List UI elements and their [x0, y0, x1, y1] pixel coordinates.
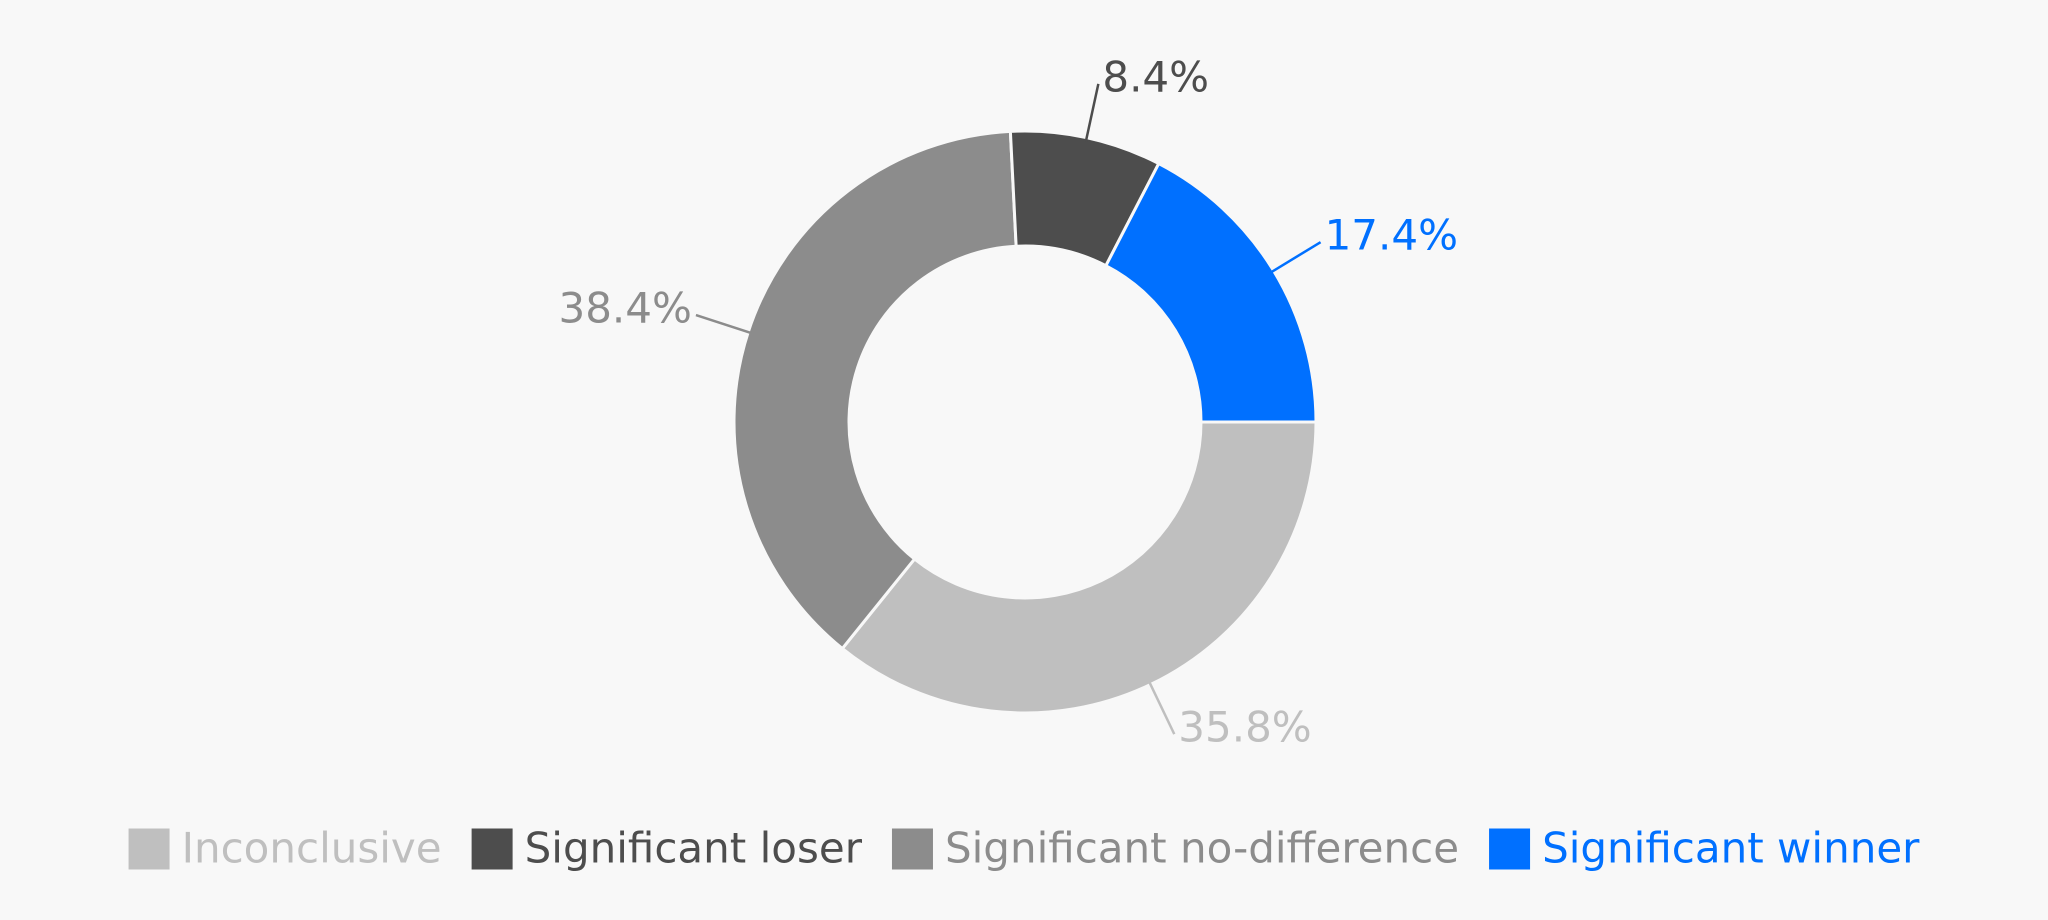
- legend-swatch: [1489, 828, 1531, 870]
- value-label: 35.8%: [1178, 703, 1311, 752]
- legend-label: Significant loser: [525, 824, 863, 873]
- donut-slice: [840, 420, 1318, 715]
- legend-label: Significant no-difference: [945, 824, 1459, 873]
- legend-swatch: [891, 828, 933, 870]
- value-label: 17.4%: [1325, 211, 1458, 260]
- value-label: 8.4%: [1102, 52, 1209, 101]
- donut-slice: [1103, 161, 1318, 424]
- legend: Inconclusive Significant loser Significant…: [128, 824, 1920, 873]
- leader-line: [1269, 241, 1322, 274]
- value-label: 38.4%: [558, 284, 691, 333]
- donut-slice: [732, 129, 1018, 651]
- legend-label: Inconclusive: [182, 824, 442, 873]
- legend-label: Significant winner: [1542, 824, 1920, 873]
- legend-swatch: [471, 828, 513, 870]
- leader-line: [1084, 83, 1100, 142]
- legend-swatch: [128, 828, 170, 870]
- leader-line: [695, 313, 753, 335]
- leader-line: [1147, 680, 1176, 735]
